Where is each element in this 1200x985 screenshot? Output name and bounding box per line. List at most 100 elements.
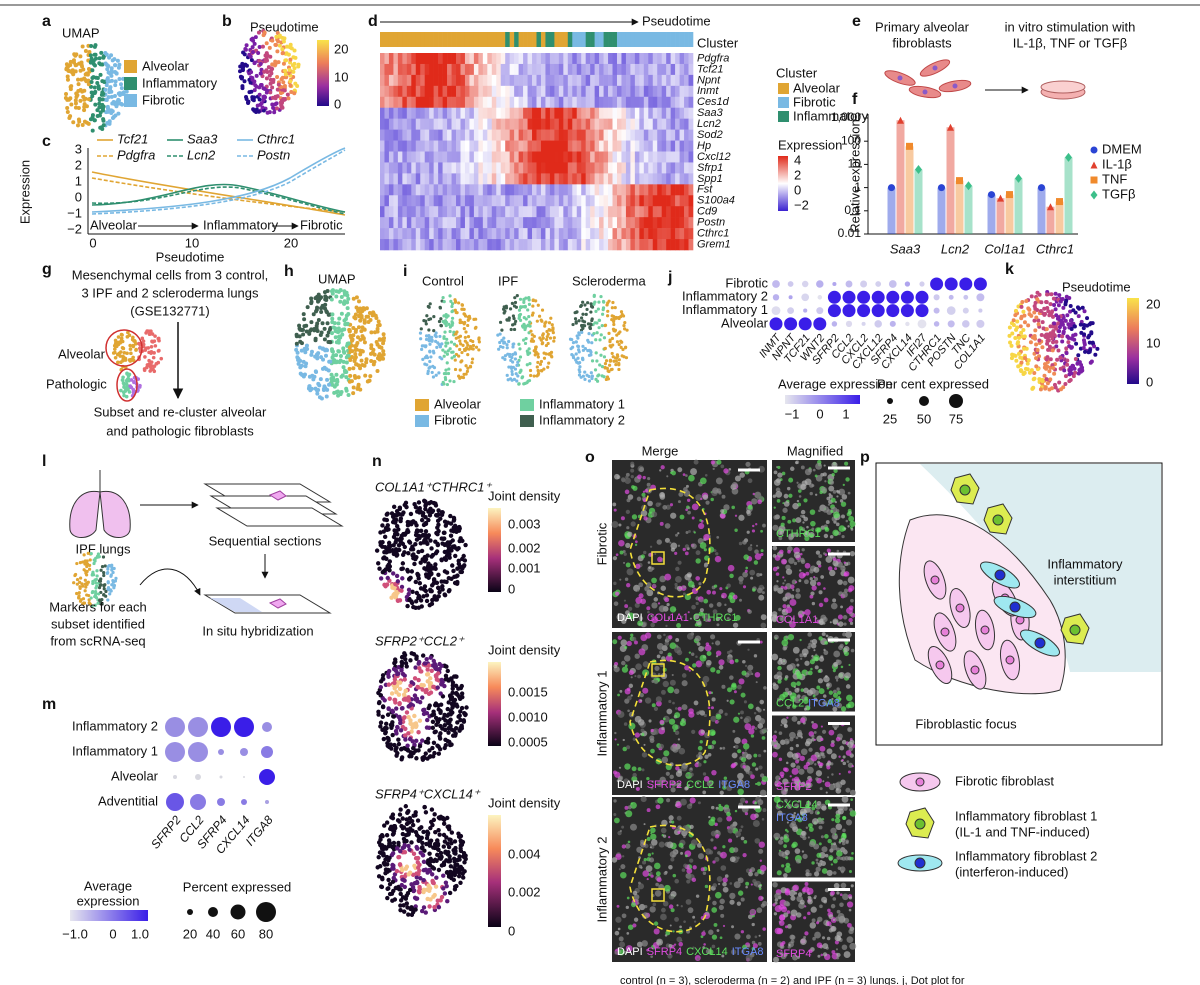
cell-point xyxy=(431,375,436,379)
heatmap-cell xyxy=(397,63,403,76)
cell-point xyxy=(106,70,111,75)
heatmap-cell xyxy=(411,195,417,207)
legend-label: Lcn2 xyxy=(187,147,216,162)
heatmap-cell xyxy=(590,195,595,207)
cell-point xyxy=(574,321,578,325)
cell-point xyxy=(437,371,441,375)
heatmap-cell xyxy=(590,63,595,76)
heatmap-cell xyxy=(473,195,479,207)
heatmap-cell xyxy=(603,162,609,174)
cell-point xyxy=(89,80,94,85)
cell-point xyxy=(418,560,423,565)
cell-point xyxy=(399,755,405,760)
cell-point xyxy=(590,341,594,345)
cell-point xyxy=(360,349,365,354)
cell-point xyxy=(446,844,452,850)
heatmap-cell xyxy=(670,217,676,229)
cell-point xyxy=(264,41,269,46)
heatmap-cell xyxy=(572,228,578,240)
heatmap-cell xyxy=(616,173,622,185)
heatmap-cell xyxy=(549,74,555,87)
cell-point xyxy=(106,580,110,584)
heatmap-cell xyxy=(491,228,497,240)
heatmap-cell xyxy=(590,74,595,87)
heatmap-cell xyxy=(388,63,394,76)
cell-point xyxy=(316,318,321,323)
heatmap-cell xyxy=(518,162,524,174)
cell-point xyxy=(452,342,457,346)
cell-point xyxy=(119,86,124,91)
cell-point xyxy=(440,679,445,685)
cell-point xyxy=(446,552,452,558)
cell-point xyxy=(1050,314,1055,319)
heatmap-cell xyxy=(478,129,484,141)
heatmap-cell xyxy=(464,63,470,76)
heatmap-cell xyxy=(397,151,403,163)
heatmap-cell xyxy=(666,162,671,174)
heatmap-cell xyxy=(500,129,506,141)
cell-point xyxy=(262,30,267,35)
cell-point xyxy=(313,369,318,374)
cell-point xyxy=(455,720,460,725)
heatmap-cell xyxy=(500,151,506,163)
heatmap-cell xyxy=(666,140,671,152)
cell-point xyxy=(406,551,411,556)
heatmap-cell xyxy=(572,63,578,76)
cell-point xyxy=(244,43,249,48)
umap-embedding xyxy=(119,371,142,399)
heatmap-cell xyxy=(496,63,502,76)
cell-point xyxy=(342,292,347,297)
cell-point xyxy=(98,72,103,77)
legend-label: Pdgfra xyxy=(117,147,155,162)
cell-point xyxy=(606,369,610,373)
heatmap-cell xyxy=(621,74,627,87)
heatmap-cell xyxy=(424,85,430,98)
cell-point xyxy=(116,99,121,104)
cell-point xyxy=(1047,369,1052,374)
gene-label: Cthrc1 xyxy=(697,227,729,239)
cell-point xyxy=(357,299,362,304)
heatmap-cell xyxy=(648,74,654,87)
cell-point xyxy=(510,369,514,374)
cell-point xyxy=(420,840,425,846)
heatmap-cell xyxy=(487,195,493,207)
heatmap-cell xyxy=(657,217,662,229)
dot xyxy=(166,793,184,811)
heatmap-cell xyxy=(585,63,591,76)
cell-point xyxy=(297,323,302,328)
cell-point xyxy=(336,326,341,331)
cell-point xyxy=(380,570,386,575)
cell-point xyxy=(596,307,600,311)
cell-point xyxy=(453,367,458,372)
heatmap-cell xyxy=(657,74,662,87)
cell-point xyxy=(394,573,400,579)
panel-title: IPF xyxy=(498,273,518,288)
heatmap-cell xyxy=(603,239,609,251)
heatmap-cell xyxy=(572,85,578,98)
cell-point xyxy=(452,354,457,358)
cell-point xyxy=(72,581,76,585)
heatmap-cell xyxy=(532,63,537,76)
cell-point xyxy=(84,569,88,573)
legend-label: IL-1β xyxy=(1102,156,1132,171)
x-tick-label: Saa3 xyxy=(890,241,921,256)
cell-point xyxy=(406,731,411,736)
cell-point xyxy=(270,102,275,107)
heatmap-cell xyxy=(384,195,390,207)
cell-point xyxy=(406,587,412,592)
cell-point xyxy=(88,53,93,58)
cell-point xyxy=(427,602,432,608)
heatmap-cell xyxy=(581,173,586,185)
heatmap-cell xyxy=(616,217,622,229)
cluster-bar-cell xyxy=(585,32,591,47)
cell-point xyxy=(438,355,442,359)
legend-marker xyxy=(1090,176,1098,184)
y-tick-label: 0.01 xyxy=(838,226,862,240)
heatmap-cell xyxy=(433,96,439,109)
cell-point xyxy=(370,313,375,318)
heatmap-cell xyxy=(487,173,493,185)
dot xyxy=(905,321,910,327)
cell-point xyxy=(336,321,341,326)
cluster-bar-cell xyxy=(670,32,676,47)
heatmap-cell xyxy=(657,239,662,251)
